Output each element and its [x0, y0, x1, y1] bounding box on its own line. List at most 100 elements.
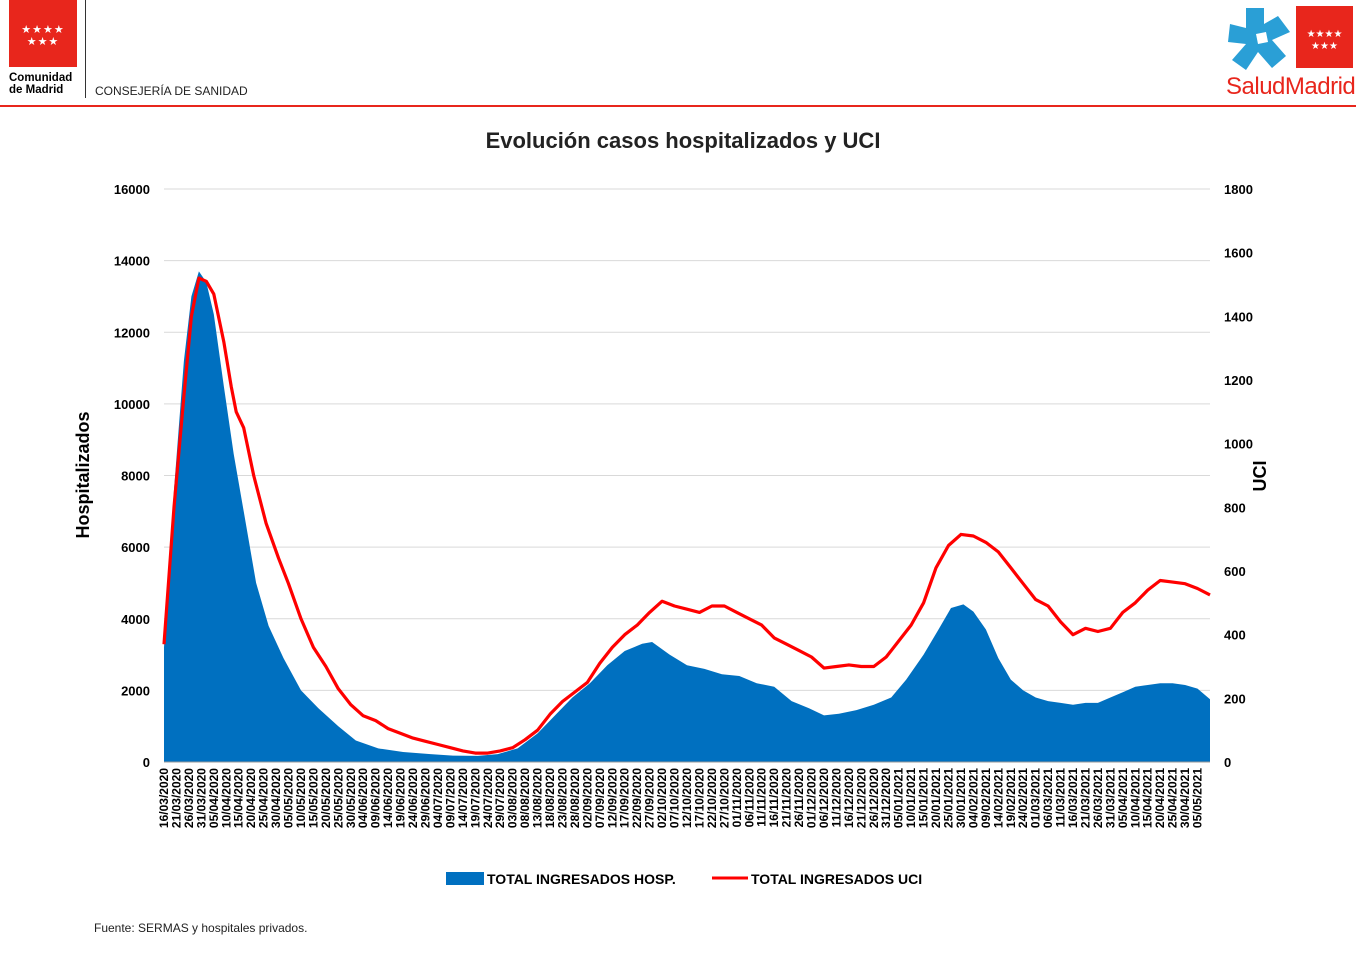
legend-label-uci: TOTAL INGRESADOS UCI [751, 871, 922, 887]
x-tick-label: 21/03/2021 [1078, 768, 1092, 828]
org-name-line1: Comunidad [9, 72, 73, 84]
x-tick-label: 27/09/2020 [643, 768, 657, 828]
y2-tick-label: 1600 [1224, 246, 1253, 261]
x-tick-label: 03/08/2020 [506, 768, 520, 828]
x-tick-label: 01/03/2021 [1029, 768, 1043, 828]
x-tick-label: 31/03/2021 [1103, 768, 1117, 828]
x-tick-label: 20/05/2020 [319, 768, 333, 828]
y-tick-label: 8000 [121, 469, 150, 484]
x-tick-label: 29/07/2020 [493, 768, 507, 828]
x-tick-label: 17/09/2020 [618, 768, 632, 828]
x-tick-label: 30/04/2021 [1178, 768, 1192, 828]
org-name-line2: de Madrid [9, 84, 64, 96]
x-tick-label: 01/11/2020 [730, 768, 744, 828]
x-tick-label: 25/04/2020 [257, 768, 271, 828]
x-tick-label: 14/07/2020 [456, 768, 470, 828]
y2-tick-label: 1200 [1224, 373, 1253, 388]
x-tick-label: 07/09/2020 [593, 768, 607, 828]
x-tick-label: 14/02/2021 [991, 768, 1005, 828]
salud-madrid-flag-icon: ★★★★ ★★★ [1296, 6, 1353, 68]
y2-tick-label: 1800 [1224, 182, 1253, 197]
y-tick-label: 12000 [114, 325, 150, 340]
x-tick-label: 20/04/2020 [244, 768, 258, 828]
x-tick-label: 26/11/2020 [792, 768, 806, 828]
x-tick-label: 05/05/2021 [1191, 768, 1205, 828]
x-tick-label: 10/01/2021 [904, 768, 918, 828]
chart-title: Evolución casos hospitalizados y UCI [485, 128, 881, 153]
x-tick-label: 09/07/2020 [443, 768, 457, 828]
x-tick-label: 17/10/2020 [692, 768, 706, 828]
x-tick-label: 15/04/2021 [1141, 768, 1155, 828]
x-tick-label: 25/04/2021 [1166, 768, 1180, 828]
comunidad-madrid-flag-logo: ★★★★ ★★★ [9, 0, 77, 67]
x-tick-label: 24/06/2020 [406, 768, 420, 828]
x-tick-label: 10/05/2020 [294, 768, 308, 828]
y-tick-label: 10000 [114, 397, 150, 412]
x-tick-label: 11/12/2020 [829, 768, 843, 828]
x-tick-label: 02/09/2020 [580, 768, 594, 828]
x-tick-label: 25/01/2021 [942, 768, 956, 828]
y-tick-label: 4000 [121, 612, 150, 627]
x-tick-label: 04/06/2020 [356, 768, 370, 828]
x-axis-ticks: 16/03/202021/03/202026/03/202031/03/2020… [157, 768, 1205, 828]
x-tick-label: 19/06/2020 [394, 768, 408, 828]
y2-tick-label: 0 [1224, 755, 1231, 770]
salud-madrid-cross-icon [1228, 8, 1290, 70]
y-axis-right-ticks: 0 200 400 600 800 1000 1200 1400 1600 1800 [1224, 182, 1253, 770]
x-tick-label: 30/04/2020 [269, 768, 283, 828]
x-tick-label: 28/08/2020 [568, 768, 582, 828]
x-tick-label: 15/05/2020 [306, 768, 320, 828]
x-tick-label: 24/07/2020 [481, 768, 495, 828]
x-tick-label: 22/09/2020 [630, 768, 644, 828]
x-tick-label: 13/08/2020 [531, 768, 545, 828]
x-tick-label: 21/12/2020 [854, 768, 868, 828]
x-tick-label: 26/03/2021 [1091, 768, 1105, 828]
y2-tick-label: 800 [1224, 500, 1246, 515]
legend-label-hosp: TOTAL INGRESADOS HOSP. [487, 871, 676, 887]
source-note: Fuente: SERMAS y hospitales privados. [94, 921, 308, 935]
x-tick-label: 10/04/2020 [219, 768, 233, 828]
header-divider [85, 0, 86, 98]
x-tick-label: 05/01/2021 [892, 768, 906, 828]
y-tick-label: 14000 [114, 254, 150, 269]
x-tick-label: 15/01/2021 [917, 768, 931, 828]
x-tick-label: 06/03/2021 [1041, 768, 1055, 828]
header-rule [0, 105, 1356, 107]
x-tick-label: 16/03/2020 [157, 768, 171, 828]
x-tick-label: 23/08/2020 [555, 768, 569, 828]
x-tick-label: 04/07/2020 [431, 768, 445, 828]
series-line-uci [162, 276, 1211, 755]
x-tick-label: 02/10/2020 [655, 768, 669, 828]
x-tick-label: 11/11/2020 [755, 768, 769, 827]
x-tick-label: 18/08/2020 [543, 768, 557, 828]
y2-tick-label: 400 [1224, 628, 1246, 643]
y2-tick-label: 200 [1224, 691, 1246, 706]
series-area-hosp [164, 271, 1210, 762]
org-name: Comunidad de Madrid [9, 72, 72, 96]
x-tick-label: 20/04/2021 [1153, 768, 1167, 828]
y-tick-label: 2000 [121, 683, 150, 698]
x-tick-label: 19/02/2021 [1004, 768, 1018, 828]
x-tick-label: 12/09/2020 [605, 768, 619, 828]
y-tick-label: 6000 [121, 540, 150, 555]
x-tick-label: 31/12/2020 [879, 768, 893, 828]
y-tick-label: 0 [143, 755, 150, 770]
legend-swatch-hosp [446, 872, 484, 885]
series-areas [164, 271, 1210, 762]
x-tick-label: 11/03/2021 [1054, 768, 1068, 828]
series-lines [162, 276, 1211, 755]
x-tick-label: 09/02/2021 [979, 768, 993, 828]
x-tick-label: 15/04/2020 [232, 768, 246, 828]
x-tick-label: 24/02/2021 [1016, 768, 1030, 828]
x-tick-label: 08/08/2020 [518, 768, 532, 828]
x-tick-label: 21/11/2020 [780, 768, 794, 828]
salud-madrid-brand: SaludMadrid [1226, 73, 1356, 100]
x-tick-label: 16/11/2020 [767, 768, 781, 828]
x-tick-label: 31/03/2020 [194, 768, 208, 828]
x-tick-label: 05/04/2021 [1116, 768, 1130, 828]
x-tick-label: 16/12/2020 [842, 768, 856, 828]
x-tick-label: 04/02/2021 [966, 768, 980, 828]
x-tick-label: 26/12/2020 [867, 768, 881, 828]
x-tick-label: 26/03/2020 [182, 768, 196, 828]
